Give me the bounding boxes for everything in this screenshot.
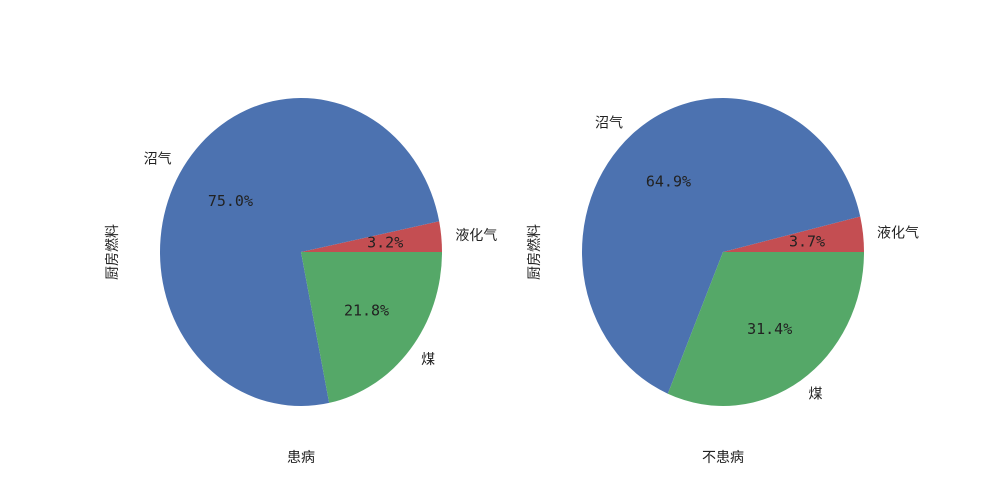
pie-slice-biogas [581, 98, 861, 394]
pie-value-label-lpg: 3.2% [367, 234, 403, 252]
pie-slice-coal [301, 252, 442, 403]
pie-category-label-coal: 煤 [421, 352, 435, 368]
pie-value-label-biogas: 75.0% [208, 192, 253, 210]
pie-slice-biogas [160, 97, 440, 406]
pie-category-label-lpg: 液化气 [455, 228, 497, 244]
y-axis-label: 厨房燃料 [104, 224, 121, 280]
pie-value-label-coal: 31.4% [747, 320, 792, 338]
x-axis-label: 不患病 [702, 450, 744, 466]
pie-slice-lpg [301, 221, 442, 252]
pie-slice-coal [667, 252, 864, 406]
pie-slice-lpg [723, 216, 864, 252]
pie-category-label-biogas: 沼气 [144, 152, 172, 168]
pie-category-label-biogas: 沼气 [595, 115, 623, 131]
pie-value-label-coal: 21.8% [344, 301, 389, 319]
x-axis-label: 患病 [287, 450, 315, 466]
pie-chart-sick: 3.2% 液化气 75.0% 沼气 21.8% 煤患病 厨房燃料 [104, 97, 497, 466]
pie-value-label-lpg: 3.7% [789, 232, 825, 250]
pie-value-label-biogas: 64.9% [646, 172, 691, 190]
pie-category-label-coal: 煤 [809, 386, 823, 402]
pie-category-label-lpg: 液化气 [877, 225, 919, 241]
y-axis-label: 厨房燃料 [526, 224, 543, 280]
